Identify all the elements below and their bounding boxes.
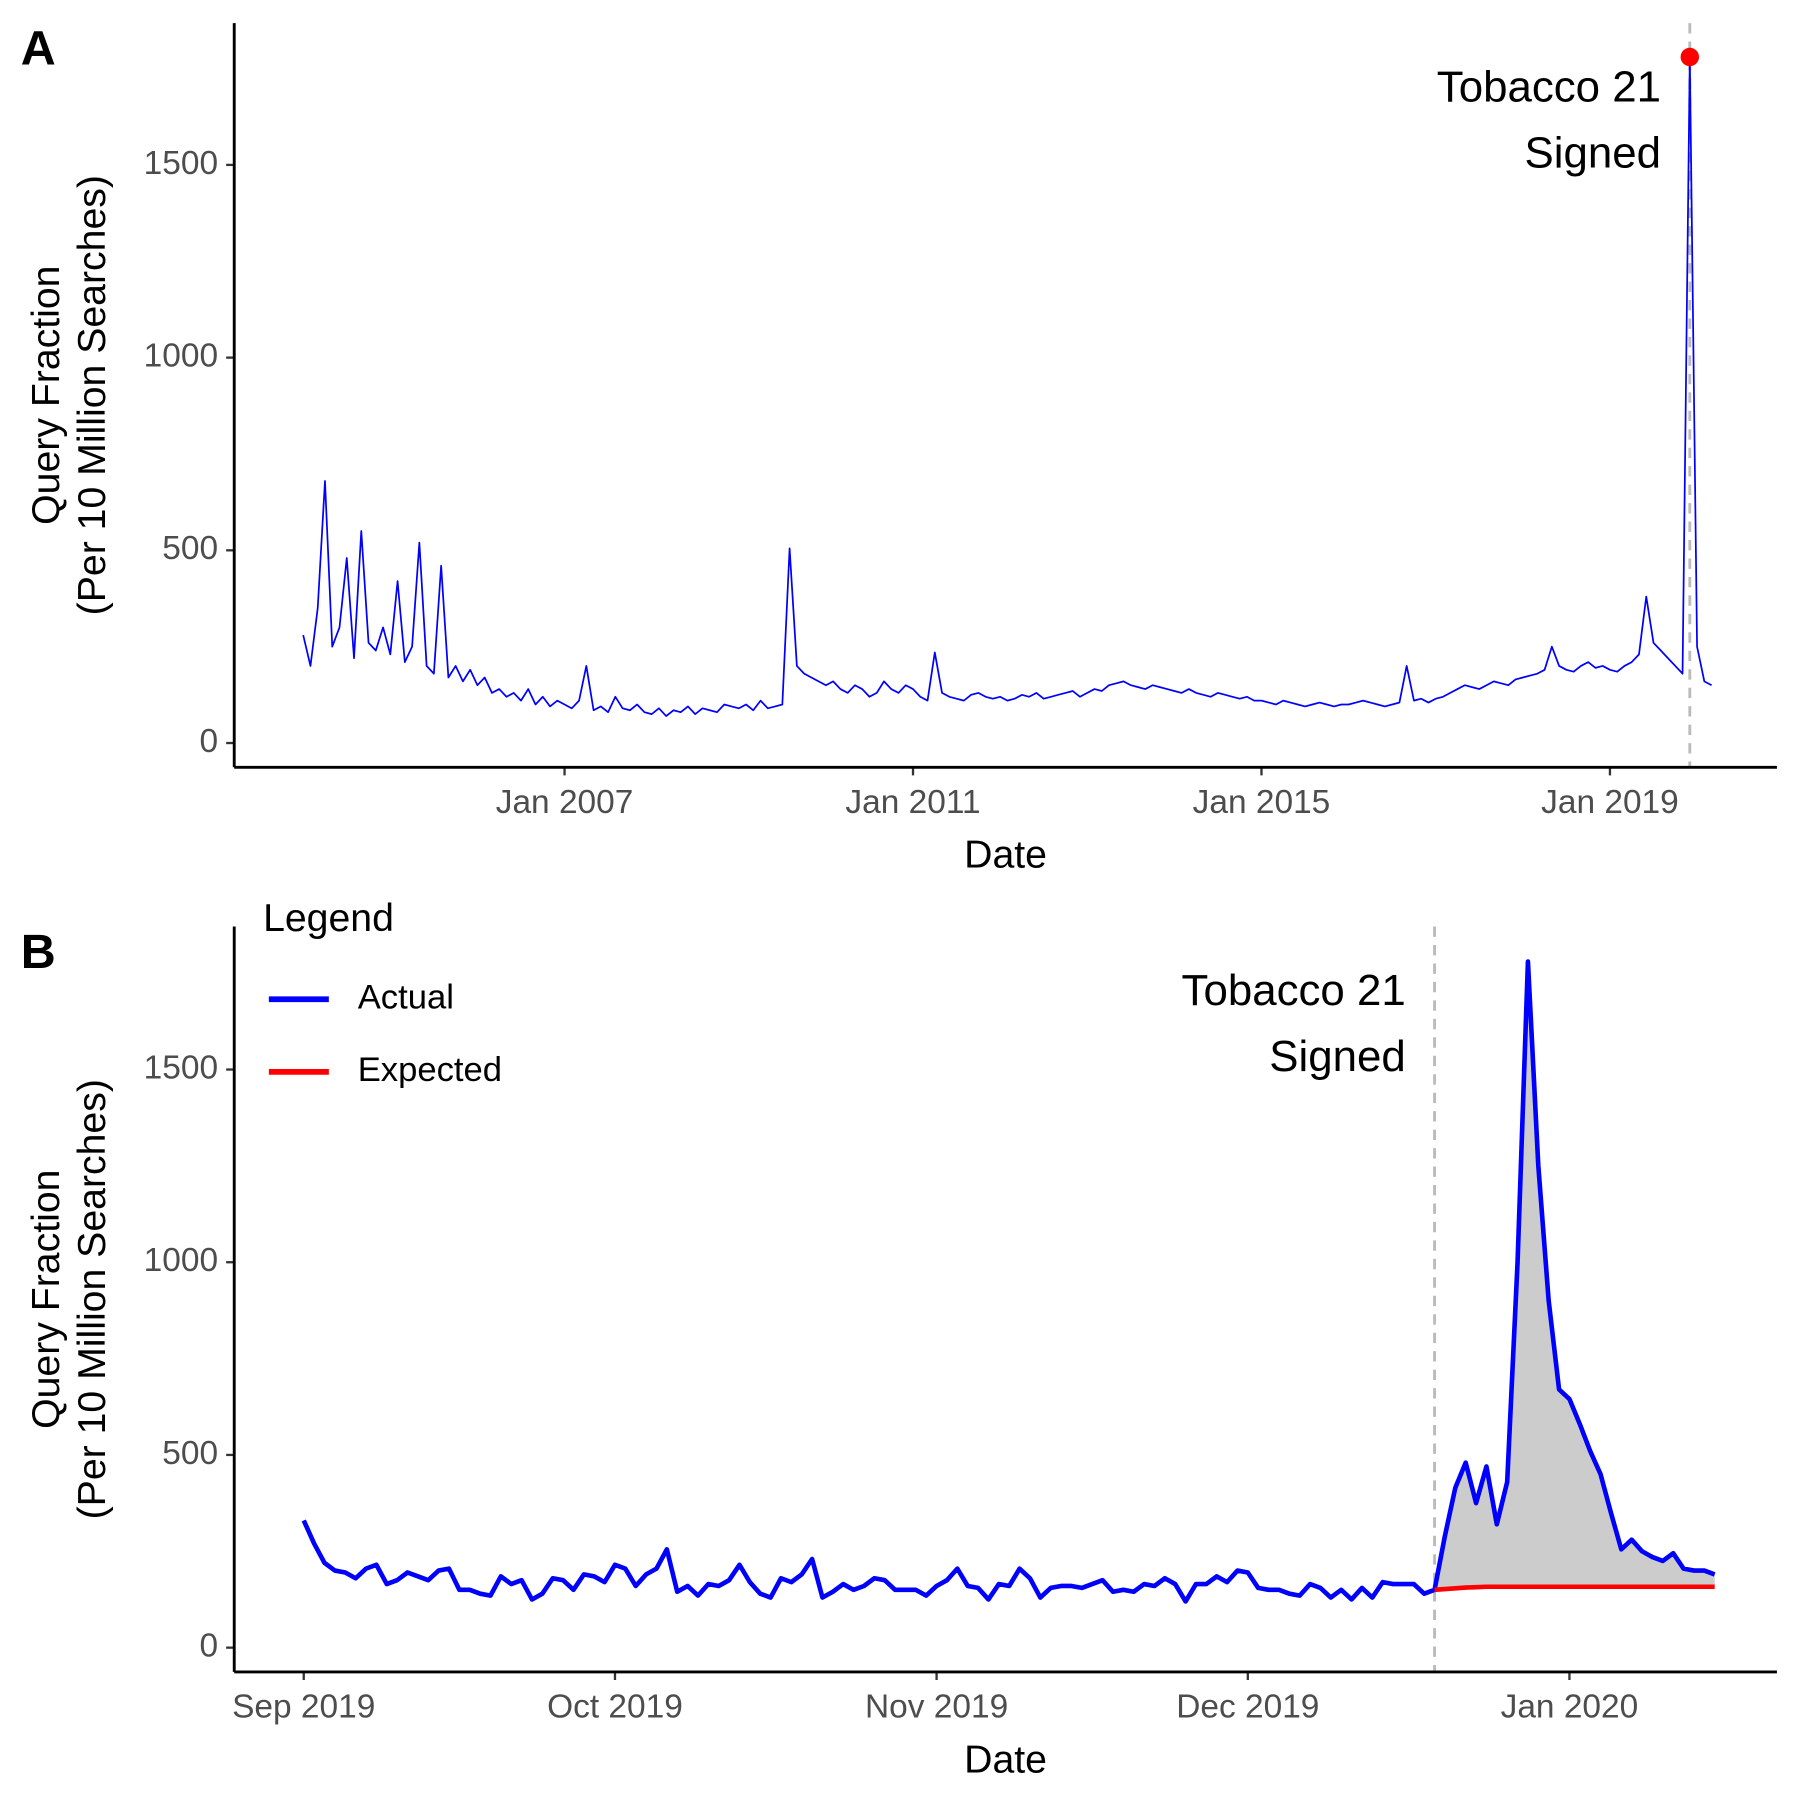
series-line: [1434, 1584, 1715, 1593]
legend-title: Legend: [263, 896, 394, 940]
y-tick-label: 500: [162, 530, 218, 567]
panel-label: A: [21, 22, 56, 76]
event-label: Tobacco 21: [1182, 966, 1406, 1015]
event-label: Tobacco 21: [1437, 63, 1661, 112]
event-label: Signed: [1269, 1032, 1405, 1081]
legend-label: Actual: [358, 978, 454, 1016]
y-axis-title: Query Fraction: [24, 266, 68, 525]
x-tick-label: Jan 2007: [496, 784, 634, 821]
x-tick-label: Jan 2019: [1541, 784, 1679, 821]
y-axis-title: (Per 10 Million Searches): [70, 1079, 114, 1519]
x-tick-label: Nov 2019: [865, 1689, 1008, 1726]
x-tick-label: Jan 2011: [845, 784, 980, 821]
x-axis-title: Date: [964, 833, 1047, 877]
y-tick-label: 1500: [144, 1049, 218, 1086]
y-axis-title: (Per 10 Million Searches): [70, 175, 114, 615]
x-axis-title: Date: [964, 1737, 1047, 1781]
x-tick-label: Jan 2020: [1501, 1689, 1639, 1726]
series-line: [302, 56, 1712, 717]
y-tick-label: 500: [162, 1435, 218, 1472]
y-tick-label: 0: [199, 1627, 218, 1664]
event-label: Signed: [1524, 128, 1660, 177]
x-tick-label: Dec 2019: [1176, 1689, 1319, 1726]
y-tick-label: 1500: [144, 145, 218, 182]
x-tick-label: Jan 2015: [1193, 784, 1331, 821]
y-tick-label: 1000: [144, 337, 218, 374]
peak-marker: [1680, 47, 1700, 67]
y-tick-label: 1000: [144, 1242, 218, 1279]
x-tick-label: Oct 2019: [547, 1689, 683, 1726]
x-tick-label: Sep 2019: [232, 1689, 375, 1726]
legend-label: Expected: [358, 1051, 502, 1089]
panel-label: B: [21, 925, 56, 979]
series-line: [301, 959, 1716, 1604]
y-axis-title: Query Fraction: [24, 1170, 68, 1429]
excess-area: [1434, 961, 1715, 1590]
y-tick-label: 0: [199, 723, 218, 760]
